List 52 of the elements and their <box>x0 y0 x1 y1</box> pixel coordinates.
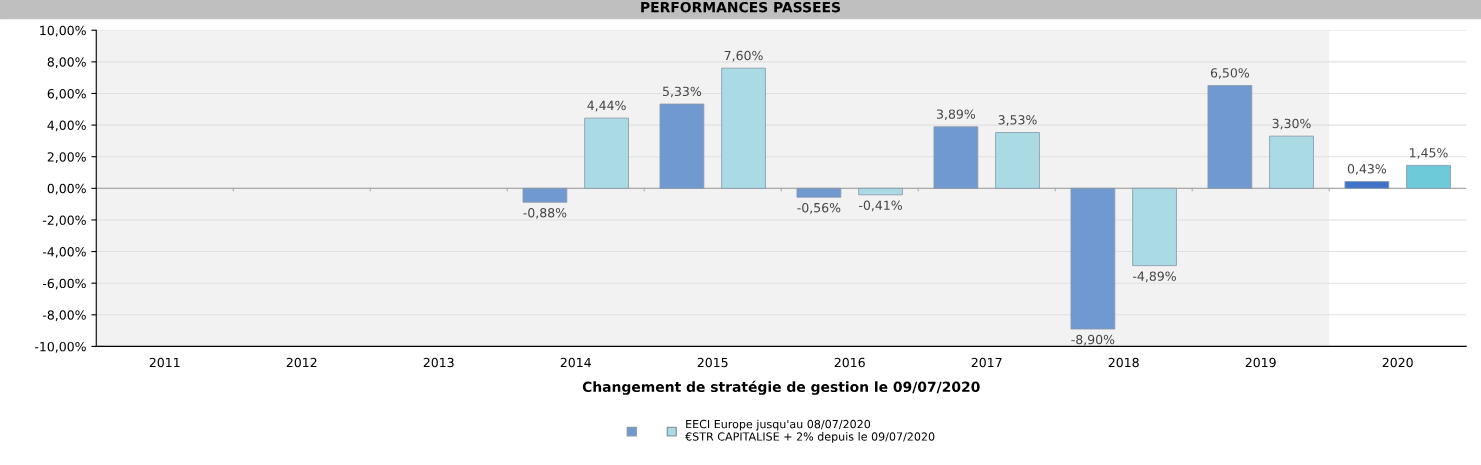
y-tick-label: 6,00% <box>47 88 86 100</box>
y-tick-label: -6,00% <box>42 278 86 290</box>
bar <box>858 187 903 196</box>
bar <box>1070 187 1116 330</box>
y-tick-label: 8,00% <box>47 57 86 69</box>
bar <box>1207 85 1253 189</box>
data-label: 6,50% <box>1210 68 1250 79</box>
y-tick-label: -10,00% <box>34 341 86 353</box>
chart-title: PERFORMANCES PASSEES <box>641 1 841 13</box>
bar <box>1269 135 1314 189</box>
bar <box>721 67 766 189</box>
bar <box>584 117 629 189</box>
x-tick-label: 2017 <box>971 357 1002 368</box>
x-tick-label: 2016 <box>834 357 865 368</box>
data-label: 3,30% <box>1272 118 1311 130</box>
x-tick-label: 2015 <box>697 357 728 368</box>
bar <box>1344 181 1390 189</box>
data-label: -0,41% <box>859 200 902 212</box>
bar <box>995 132 1040 189</box>
data-label: 7,60% <box>724 50 763 62</box>
data-label: 3,89% <box>936 109 976 121</box>
x-tick-label: 2019 <box>1245 357 1276 368</box>
data-label: 5,33% <box>663 86 702 98</box>
data-label: -4,89% <box>1133 271 1176 283</box>
bar <box>1132 187 1177 267</box>
bar <box>1406 164 1451 189</box>
y-tick-label: -8,00% <box>42 310 86 322</box>
x-tick-label: 2020 <box>1382 357 1413 368</box>
y-tick-label: -2,00% <box>42 215 86 227</box>
y-tick-label: 2,00% <box>47 152 86 163</box>
data-label: 1,45% <box>1410 147 1448 159</box>
data-label: 0,43% <box>1347 164 1387 175</box>
bar <box>796 187 842 198</box>
data-label: -0,88% <box>523 208 567 219</box>
y-tick-label: 10,00% <box>40 25 86 37</box>
x-tick-label: 2014 <box>560 357 591 368</box>
data-label: -0,56% <box>797 202 841 214</box>
x-tick-label: 2018 <box>1108 357 1139 368</box>
x-axis-title: Changement de stratégie de gestion le 09/07/2020 <box>582 380 980 395</box>
data-label: -8,90% <box>1071 334 1115 346</box>
data-label: 3,53% <box>998 115 1037 126</box>
y-tick-label: 0,00% <box>47 183 86 195</box>
y-tick-label: -4,00% <box>42 247 86 258</box>
legend-label: EECI Europe jusqu'au 08/07/2020 €STR CAPITALISE + 2% depuis le 09/07/2020 <box>685 419 935 443</box>
bar <box>522 187 568 203</box>
x-tick-label: 2011 <box>149 357 180 368</box>
y-tick-label: 4,00% <box>47 120 86 132</box>
bar <box>659 103 705 189</box>
bar <box>933 126 979 189</box>
x-tick-label: 2012 <box>286 357 317 368</box>
x-tick-label: 2013 <box>423 357 454 368</box>
data-label: 4,44% <box>587 100 626 112</box>
